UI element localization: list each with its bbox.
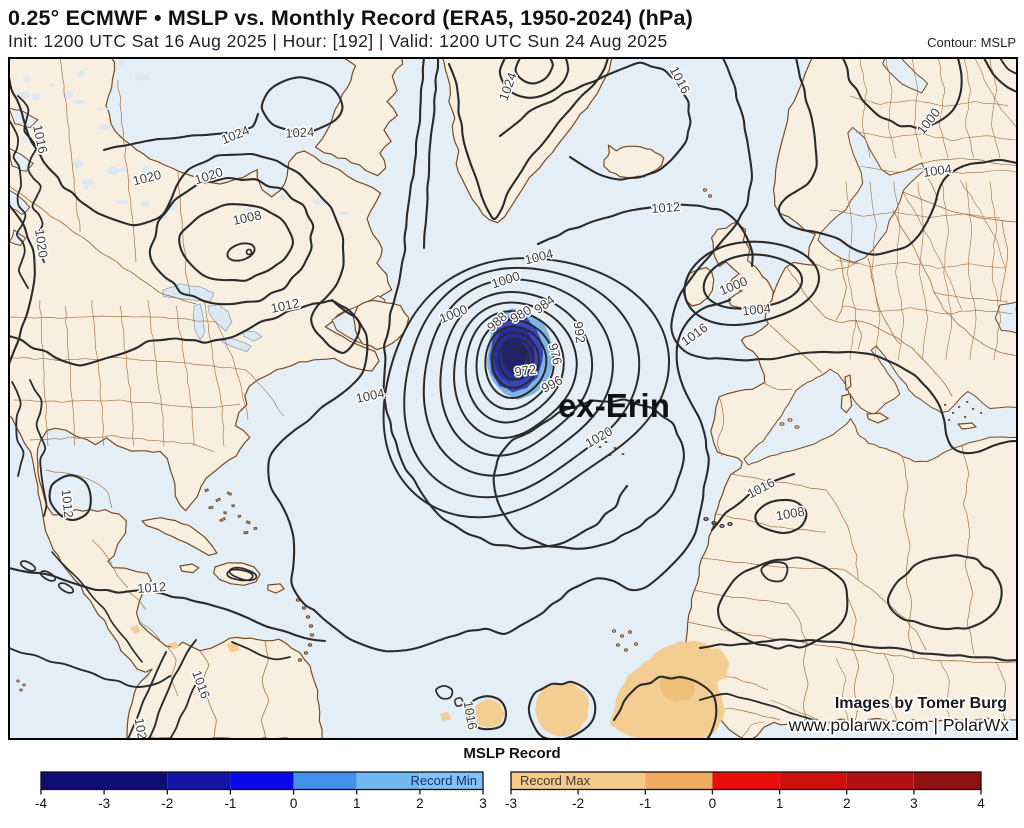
- svg-text:1: 1: [353, 796, 361, 811]
- svg-text:-2: -2: [161, 796, 173, 811]
- svg-text:Contour: MSLP: Contour: MSLP: [927, 35, 1016, 50]
- svg-text:3: 3: [910, 796, 918, 811]
- svg-text:0: 0: [290, 796, 298, 811]
- svg-text:3: 3: [479, 796, 487, 811]
- svg-text:Images by Tomer Burg: Images by Tomer Burg: [835, 695, 1007, 712]
- svg-text:1012: 1012: [651, 199, 681, 216]
- svg-text:1016: 1016: [30, 123, 51, 154]
- svg-text:-3: -3: [505, 796, 517, 811]
- svg-text:972: 972: [514, 362, 538, 380]
- svg-text:1004: 1004: [922, 161, 953, 180]
- svg-text:-3: -3: [98, 796, 110, 811]
- svg-text:1012: 1012: [59, 488, 77, 518]
- svg-text:1020: 1020: [32, 228, 51, 259]
- svg-text:1020: 1020: [132, 717, 152, 748]
- svg-text:2: 2: [843, 796, 851, 811]
- svg-text:-2: -2: [572, 796, 584, 811]
- svg-text:1024: 1024: [285, 124, 315, 140]
- svg-text:0.25° ECMWF • MSLP vs. Monthly: 0.25° ECMWF • MSLP vs. Monthly Record (E…: [8, 6, 693, 30]
- svg-text:2: 2: [416, 796, 424, 811]
- svg-text:0: 0: [709, 796, 717, 811]
- svg-text:MSLP Record: MSLP Record: [463, 745, 560, 762]
- svg-text:-1: -1: [639, 796, 651, 811]
- svg-text:ex-Erin: ex-Erin: [558, 387, 670, 424]
- svg-text:1004: 1004: [741, 301, 771, 319]
- svg-text:Init: 1200 UTC Sat 16 Aug 2025: Init: 1200 UTC Sat 16 Aug 2025 | Hour: […: [8, 31, 668, 51]
- svg-text:992: 992: [571, 321, 589, 345]
- svg-text:Record Min: Record Min: [411, 773, 477, 788]
- svg-text:976: 976: [545, 342, 565, 367]
- svg-text:-4: -4: [35, 796, 47, 811]
- svg-text:4: 4: [977, 796, 985, 811]
- svg-text:1012: 1012: [137, 579, 167, 596]
- svg-text:1: 1: [776, 796, 784, 811]
- svg-text:-1: -1: [224, 796, 236, 811]
- svg-text:Record Max: Record Max: [520, 773, 591, 788]
- svg-text:www.polarwx.com | PolarWx: www.polarwx.com | PolarWx: [788, 715, 1010, 735]
- svg-text:1008: 1008: [775, 504, 806, 524]
- svg-text:1016: 1016: [461, 700, 481, 731]
